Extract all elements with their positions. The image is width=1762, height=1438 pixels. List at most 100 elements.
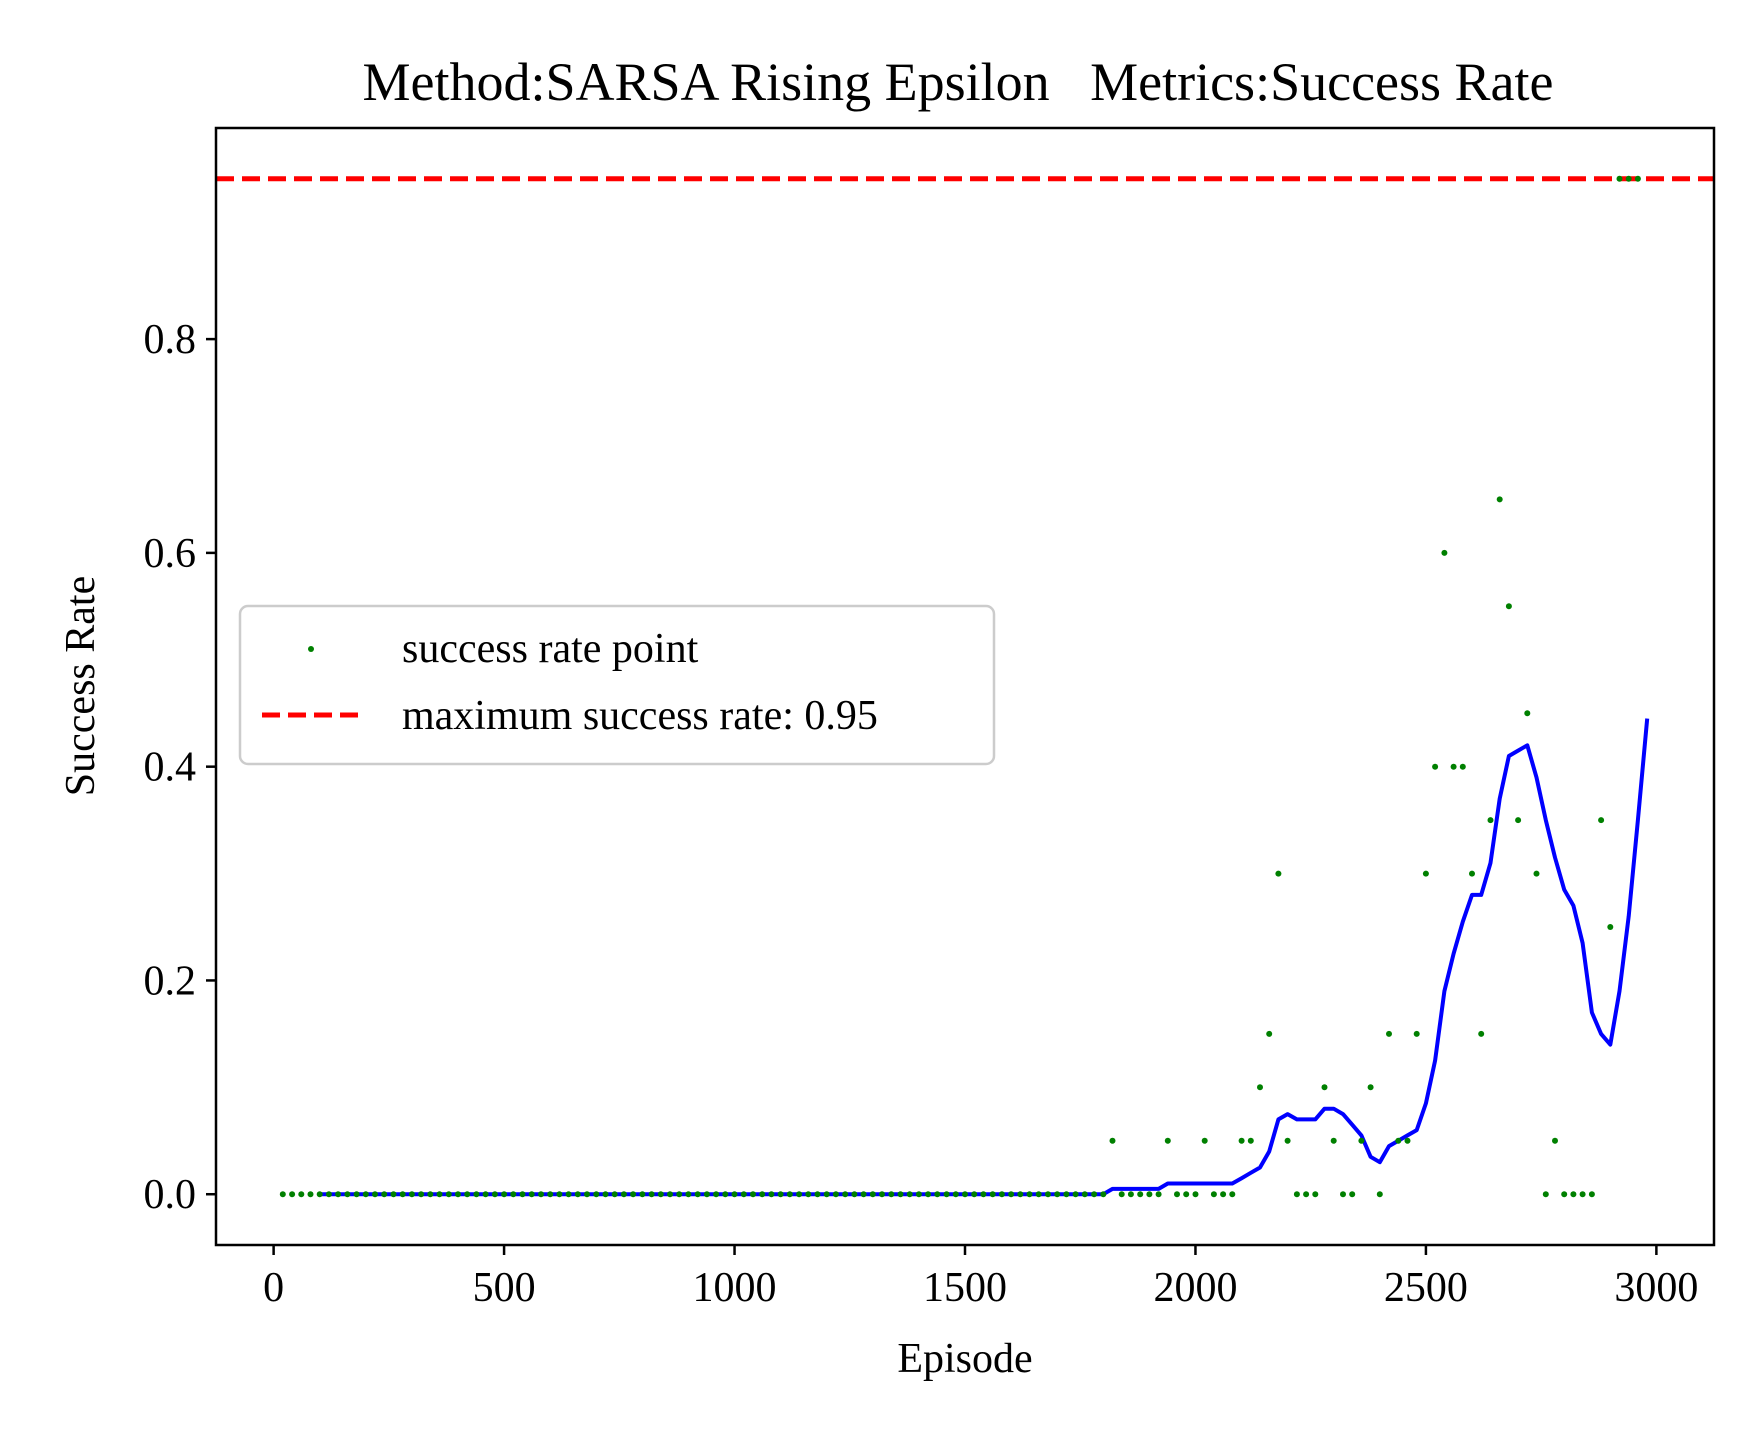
success-rate-point (1183, 1191, 1190, 1198)
success-rate-point (1441, 549, 1448, 556)
y-tick-label: 0.4 (144, 745, 197, 791)
success-rate-point (547, 1191, 554, 1198)
success-rate-point (925, 1191, 932, 1198)
success-rate-point (1496, 496, 1503, 503)
success-rate-point (445, 1191, 452, 1198)
success-rate-point (934, 1191, 941, 1198)
success-rate-point (1109, 1137, 1116, 1144)
success-rate-point (869, 1191, 876, 1198)
success-rate-point (1561, 1191, 1568, 1198)
success-rate-point (1266, 1030, 1273, 1037)
success-rate-point (1579, 1191, 1586, 1198)
success-rate-point (750, 1191, 756, 1198)
success-rate-point (777, 1191, 784, 1198)
y-tick-label: 0.8 (144, 317, 197, 363)
success-rate-point (768, 1191, 775, 1198)
success-rate-point (620, 1191, 627, 1198)
success-rate-point (1210, 1191, 1217, 1198)
success-rate-point (1570, 1191, 1577, 1198)
success-rate-point (1340, 1191, 1346, 1198)
success-rate-point (1091, 1191, 1098, 1198)
success-rate-point (538, 1191, 544, 1198)
success-rate-point (1376, 1191, 1383, 1198)
success-rate-point (528, 1191, 535, 1198)
success-rate-point (814, 1191, 821, 1198)
success-rate-point (1542, 1191, 1549, 1198)
success-rate-point (805, 1191, 812, 1198)
success-rate-point (759, 1191, 766, 1198)
success-rate-point (298, 1191, 305, 1198)
success-rate-point (1118, 1191, 1125, 1198)
success-rate-point (1192, 1191, 1199, 1198)
success-rate-point (427, 1191, 434, 1198)
success-rate-point (1072, 1191, 1079, 1198)
success-rate-point (657, 1191, 664, 1198)
success-rate-point (713, 1191, 720, 1198)
success-rate-point (998, 1191, 1005, 1198)
success-rate-point (648, 1191, 655, 1198)
success-rate-point (353, 1191, 360, 1198)
x-tick-label: 3000 (1614, 1265, 1698, 1311)
success-rate-point (1293, 1191, 1300, 1198)
y-tick-label: 0.6 (144, 531, 197, 577)
x-tick-label: 1000 (693, 1265, 777, 1311)
success-rate-point (335, 1191, 342, 1198)
y-axis-label: Success Rate (58, 576, 104, 796)
success-rate-point (731, 1191, 738, 1198)
success-rate-point (1247, 1137, 1254, 1144)
success-rate-point (1395, 1137, 1402, 1144)
success-rate-point (786, 1191, 793, 1198)
success-rate-point (1515, 817, 1522, 824)
success-rate-point (565, 1191, 572, 1198)
success-rate-point (1349, 1191, 1356, 1198)
success-rate-point (860, 1191, 867, 1198)
success-rate-point (1616, 175, 1623, 182)
legend-label-max-line: maximum success rate: 0.95 (402, 693, 878, 739)
success-rate-point (289, 1191, 296, 1198)
success-rate-point (1238, 1137, 1245, 1144)
success-rate-point (1386, 1030, 1392, 1037)
x-tick-label: 1500 (923, 1265, 1007, 1311)
success-rate-point (408, 1191, 415, 1198)
success-rate-point (1312, 1191, 1319, 1198)
chart-title: Method:SARSA Rising Epsilon Metrics:Succ… (362, 52, 1553, 112)
success-rate-point (1164, 1137, 1171, 1144)
success-rate-point (602, 1191, 609, 1198)
success-rate-point (962, 1191, 968, 1198)
success-rate-point (897, 1191, 904, 1198)
success-rate-point (796, 1191, 803, 1198)
success-rate-point (740, 1191, 747, 1198)
success-rate-point (1524, 710, 1531, 717)
success-rate-point (1008, 1191, 1015, 1198)
y-tick-label: 0.2 (144, 958, 197, 1004)
success-rate-point (362, 1191, 369, 1198)
success-rate-point (399, 1191, 406, 1198)
success-rate-point (279, 1191, 286, 1198)
success-rate-point (1469, 870, 1475, 877)
success-rate-point (1035, 1191, 1042, 1198)
success-rate-point (1321, 1084, 1328, 1091)
success-rate-point (574, 1191, 581, 1198)
success-rate-point (455, 1191, 461, 1198)
success-rate-point (952, 1191, 959, 1198)
success-rate-point (1275, 870, 1282, 877)
success-rate-point (1284, 1137, 1291, 1144)
success-rate-point (593, 1191, 600, 1198)
success-rate-point (501, 1191, 508, 1198)
success-rate-point (436, 1191, 443, 1198)
success-rate-point (1533, 870, 1540, 877)
success-rate-point (851, 1191, 858, 1198)
legend-marker-points (308, 646, 314, 652)
success-rate-point (685, 1191, 692, 1198)
success-rate-point (418, 1191, 425, 1198)
success-rate-point (1257, 1084, 1263, 1091)
success-rate-point (1625, 175, 1632, 182)
success-rate-point (842, 1191, 849, 1198)
success-rate-point (1137, 1191, 1144, 1198)
success-rate-point (510, 1191, 517, 1198)
success-rate-point (915, 1191, 922, 1198)
success-rate-point (1459, 763, 1466, 770)
x-tick-label: 2500 (1384, 1265, 1468, 1311)
success-rate-point (381, 1191, 388, 1198)
success-rate-point (611, 1191, 618, 1198)
